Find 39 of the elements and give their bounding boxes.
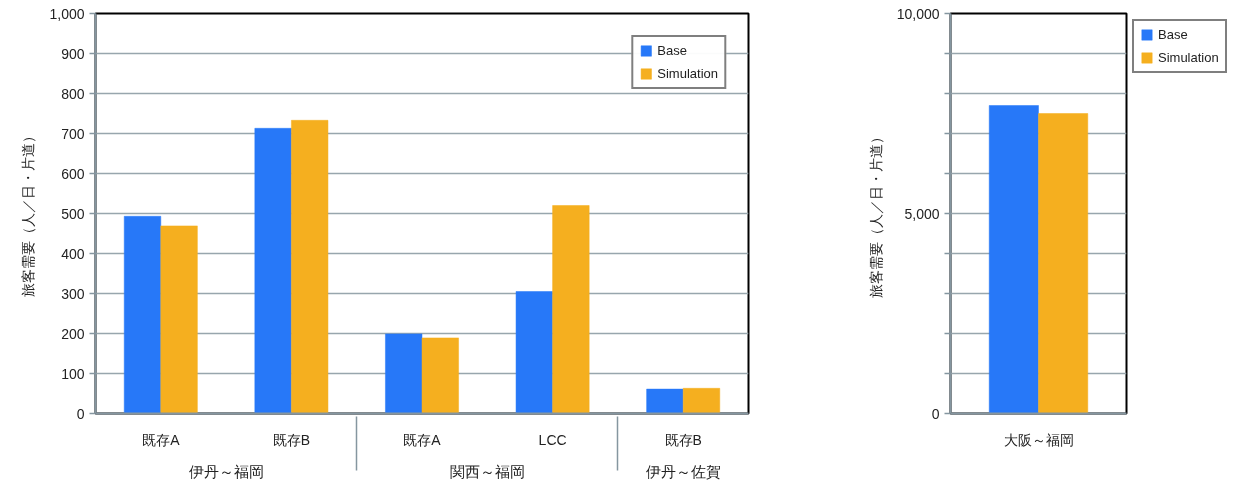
bar [421, 337, 459, 414]
y-tick-label: 700 [61, 125, 85, 142]
y-tick-label: 5,000 [904, 205, 940, 222]
y-tick-label: 300 [61, 285, 85, 302]
category-label: LCC [538, 431, 567, 448]
category-label: 既存A [403, 431, 441, 448]
y-tick-label: 900 [61, 45, 85, 62]
y-tick-label: 0 [931, 405, 940, 422]
legend-label: Simulation [1158, 50, 1219, 65]
bar [254, 128, 292, 414]
bar [291, 120, 329, 414]
category-label: 伊丹～福岡 [188, 462, 264, 480]
y-tick-label: 0 [76, 405, 85, 422]
bar [123, 216, 162, 414]
y-tick-label: 100 [61, 365, 85, 382]
legend-label: Simulation [657, 66, 718, 81]
y-tick-label: 200 [61, 325, 85, 342]
bar [515, 291, 553, 414]
category-label: 関西～福岡 [449, 462, 525, 480]
legend-label: Base [1158, 27, 1188, 42]
category-label: 既存B [664, 431, 702, 448]
y-tick-label: 10,000 [896, 5, 940, 22]
bar [160, 225, 198, 414]
bar [682, 388, 721, 414]
bar [552, 205, 590, 414]
bar [646, 388, 684, 414]
legend-label: Base [657, 43, 687, 58]
y-axis-title: 旅客需要（人／日・片道） [867, 129, 884, 298]
x-tick-label: 大阪～福岡 [1003, 431, 1074, 448]
y-tick-label: 1,000 [49, 5, 85, 22]
y-tick-label: 400 [61, 245, 85, 262]
y-tick-label: 500 [61, 205, 85, 222]
category-label: 伊丹～佐賀 [645, 462, 721, 480]
category-label: 既存A [142, 431, 180, 448]
category-label: 既存B [272, 431, 311, 448]
y-tick-label: 600 [61, 165, 85, 182]
bar [385, 333, 423, 414]
y-tick-label: 800 [61, 85, 85, 102]
y-axis-title: 旅客需要（人／日・片道） [20, 129, 37, 298]
